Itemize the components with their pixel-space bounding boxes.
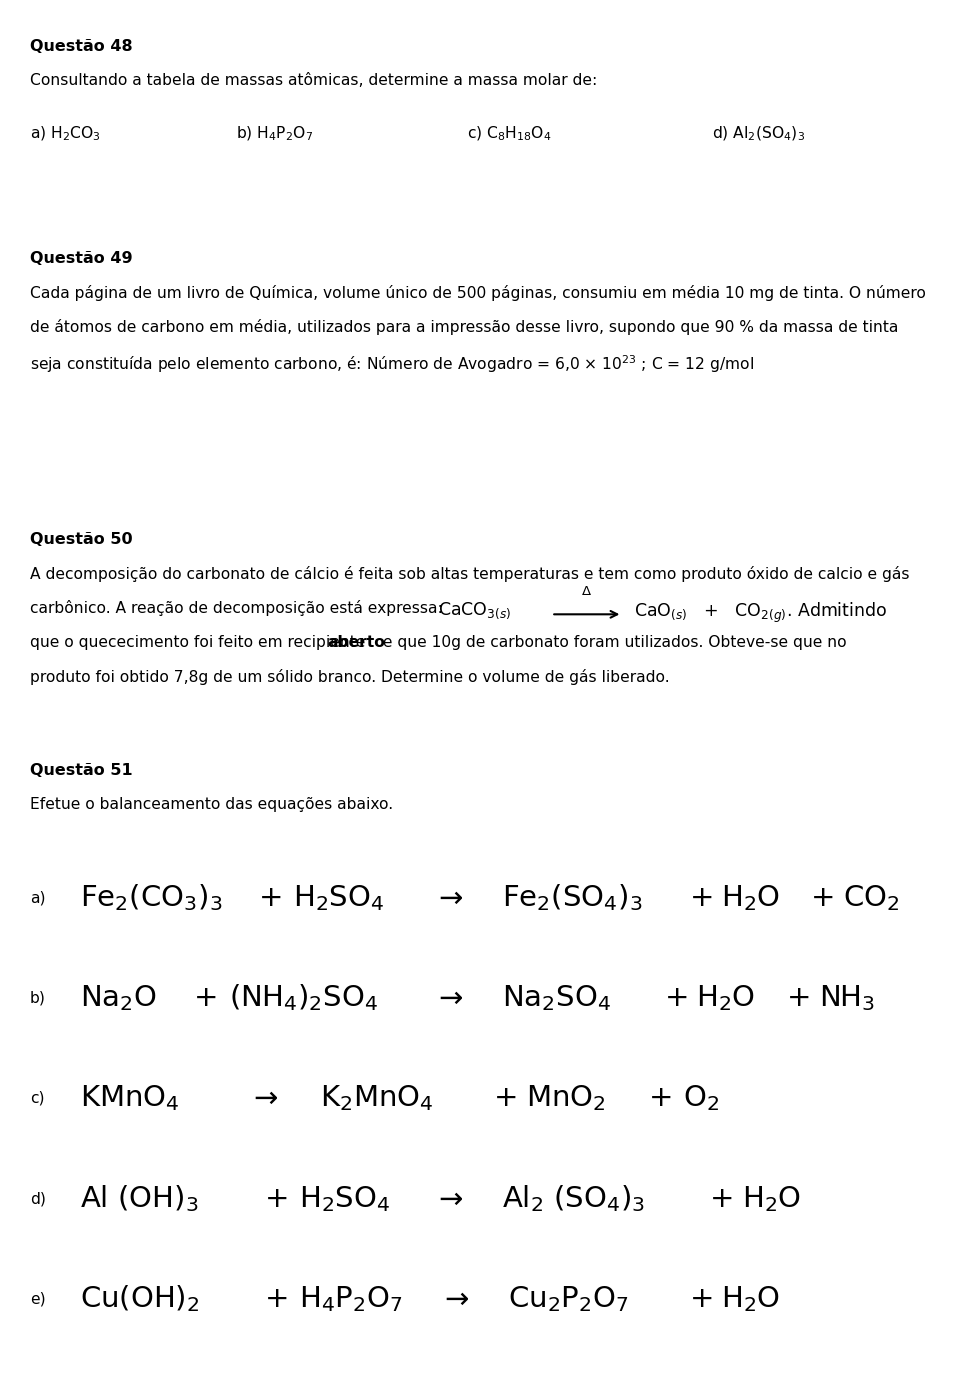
Text: Al (OH)$_3$: Al (OH)$_3$ — [80, 1183, 199, 1215]
Text: $+$: $+$ — [688, 883, 712, 912]
Text: Cu$_2$P$_2$O$_7$: Cu$_2$P$_2$O$_7$ — [508, 1284, 629, 1314]
Text: Al$_2$ (SO$_4$)$_3$: Al$_2$ (SO$_4$)$_3$ — [502, 1183, 645, 1215]
Text: Na$_2$O: Na$_2$O — [80, 983, 156, 1013]
Text: carbônico. A reação de decomposição está expressa:: carbônico. A reação de decomposição está… — [30, 600, 443, 616]
Text: c): c) — [30, 1091, 44, 1106]
Text: Questão 51: Questão 51 — [30, 763, 132, 779]
Text: Fe$_2$(SO$_4$)$_3$: Fe$_2$(SO$_4$)$_3$ — [502, 882, 643, 914]
Text: $+$: $+$ — [648, 1084, 672, 1113]
Text: (NH$_4$)$_2$SO$_4$: (NH$_4$)$_2$SO$_4$ — [228, 982, 377, 1014]
Text: aberto: aberto — [327, 634, 386, 649]
Text: O$_2$: O$_2$ — [683, 1084, 719, 1113]
Text: Cu(OH)$_2$: Cu(OH)$_2$ — [80, 1283, 200, 1315]
Text: H$_4$P$_2$O$_7$: H$_4$P$_2$O$_7$ — [299, 1284, 402, 1314]
Text: $+$: $+$ — [264, 1184, 288, 1213]
Text: K$_2$MnO$_4$: K$_2$MnO$_4$ — [320, 1084, 434, 1113]
Text: $+$: $+$ — [663, 983, 687, 1013]
Text: d) Al$_2$(SO$_4$)$_3$: d) Al$_2$(SO$_4$)$_3$ — [711, 124, 804, 142]
Text: c) C$_8$H$_{18}$O$_4$: c) C$_8$H$_{18}$O$_4$ — [467, 124, 551, 142]
Text: produto foi obtido 7,8g de um sólido branco. Determine o volume de gás liberado.: produto foi obtido 7,8g de um sólido bra… — [30, 669, 670, 684]
Text: H$_2$SO$_4$: H$_2$SO$_4$ — [293, 883, 384, 912]
Text: KMnO$_4$: KMnO$_4$ — [80, 1084, 180, 1113]
Text: a) H$_2$CO$_3$: a) H$_2$CO$_3$ — [30, 124, 101, 142]
Text: CO$_2$: CO$_2$ — [843, 883, 900, 912]
Text: $\rightarrow$: $\rightarrow$ — [248, 1084, 278, 1113]
Text: que o quececimento foi feito em recipiente: que o quececimento foi feito em recipien… — [30, 634, 371, 649]
Text: A decomposição do carbonato de cálcio é feita sob altas temperaturas e tem como : A decomposição do carbonato de cálcio é … — [30, 566, 909, 582]
Text: $+$: $+$ — [809, 883, 833, 912]
Text: b) H$_4$P$_2$O$_7$: b) H$_4$P$_2$O$_7$ — [236, 124, 314, 142]
Text: Efetue o balanceamento das equações abaixo.: Efetue o balanceamento das equações abai… — [30, 797, 394, 812]
Text: $+$: $+$ — [688, 1284, 712, 1314]
Text: Consultando a tabela de massas atômicas, determine a massa molar de:: Consultando a tabela de massas atômicas,… — [30, 72, 597, 88]
Text: Fe$_2$(CO$_3$)$_3$: Fe$_2$(CO$_3$)$_3$ — [80, 882, 223, 914]
Text: Questão 50: Questão 50 — [30, 532, 132, 547]
Text: Questão 48: Questão 48 — [30, 39, 132, 54]
Text: H$_2$O: H$_2$O — [721, 1284, 780, 1314]
Text: NH$_3$: NH$_3$ — [819, 983, 876, 1013]
Text: CaCO$_{3(s)}$: CaCO$_{3(s)}$ — [438, 600, 512, 621]
Text: H$_2$O: H$_2$O — [742, 1184, 802, 1213]
Text: de átomos de carbono em média, utilizados para a impressão desse livro, supondo : de átomos de carbono em média, utilizado… — [30, 319, 899, 334]
Text: $\rightarrow$: $\rightarrow$ — [439, 1284, 469, 1314]
Text: seja constituída pelo elemento carbono, é: Número de Avogadro = 6,0 × 10$^{23}$ : seja constituída pelo elemento carbono, … — [30, 352, 754, 375]
Text: e que 10g de carbonato foram utilizados. Obteve-se que no: e que 10g de carbonato foram utilizados.… — [378, 634, 847, 649]
Text: a): a) — [30, 890, 45, 905]
Text: $\rightarrow$: $\rightarrow$ — [433, 883, 464, 912]
Text: $\Delta$: $\Delta$ — [582, 585, 592, 598]
Text: d): d) — [30, 1191, 46, 1206]
Text: H$_2$O: H$_2$O — [721, 883, 780, 912]
Text: $+$: $+$ — [492, 1084, 516, 1113]
Text: $+$: $+$ — [193, 983, 217, 1013]
Text: Cada página de um livro de Química, volume único de 500 páginas, consumiu em méd: Cada página de um livro de Química, volu… — [30, 286, 925, 301]
Text: $\rightarrow$: $\rightarrow$ — [433, 1184, 464, 1213]
Text: CaO$_{(s)}$   +   CO$_{2(g)}$. Admitindo: CaO$_{(s)}$ + CO$_{2(g)}$. Admitindo — [634, 600, 887, 624]
Text: $+$: $+$ — [708, 1184, 732, 1213]
Text: H$_2$SO$_4$: H$_2$SO$_4$ — [299, 1184, 390, 1213]
Text: $\rightarrow$: $\rightarrow$ — [433, 983, 464, 1013]
Text: Na$_2$SO$_4$: Na$_2$SO$_4$ — [502, 983, 612, 1013]
Text: Questão 49: Questão 49 — [30, 251, 132, 266]
Text: b): b) — [30, 990, 46, 1006]
Text: $+$: $+$ — [257, 883, 281, 912]
Text: H$_2$O: H$_2$O — [696, 983, 756, 1013]
Text: $+$: $+$ — [785, 983, 809, 1013]
Text: $+$: $+$ — [264, 1284, 288, 1314]
Text: e): e) — [30, 1291, 46, 1307]
Text: MnO$_2$: MnO$_2$ — [526, 1084, 606, 1113]
